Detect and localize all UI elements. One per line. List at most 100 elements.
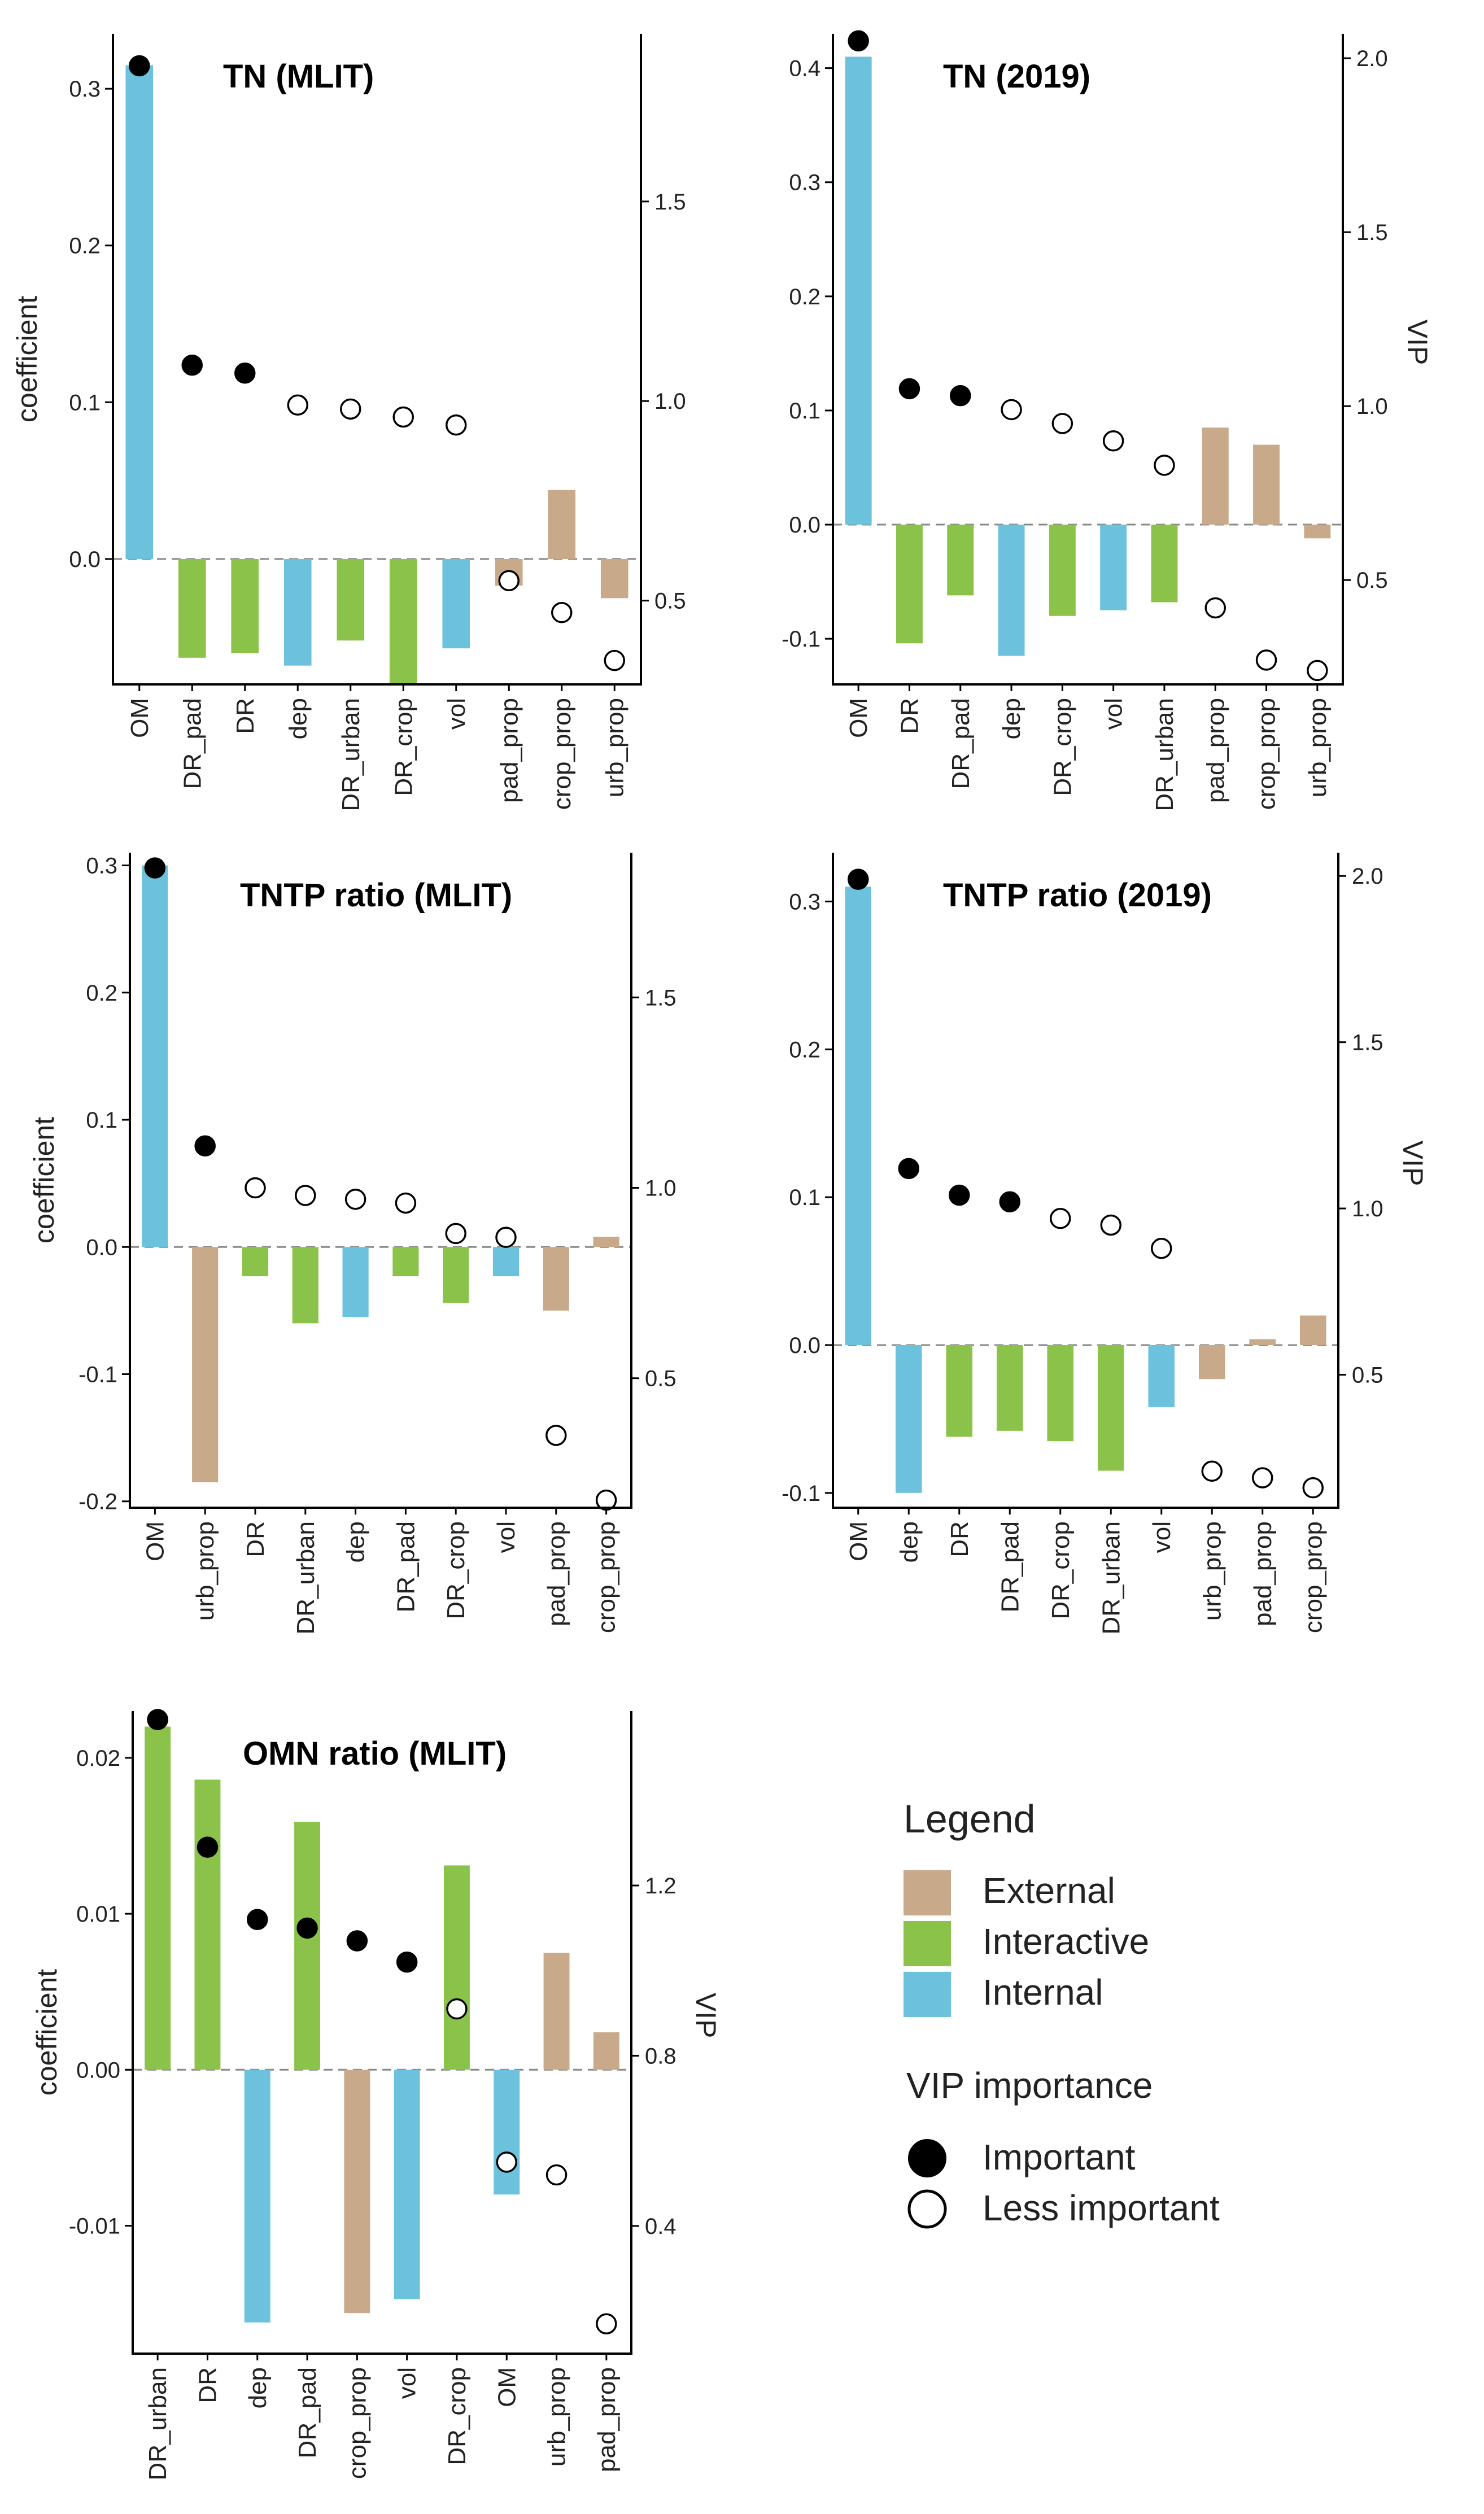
x-tick-label-DR_pad: DR_pad (294, 2367, 321, 2458)
y-tick-label: -0.1 (782, 627, 820, 652)
vip-marker-pad_prop (1252, 1467, 1273, 1489)
vip-marker-DR (197, 1836, 219, 1858)
vip-marker-dep (287, 394, 308, 416)
y-tick-label: 0.4 (789, 56, 820, 81)
vip-marker-dep (247, 1909, 268, 1931)
y-tick-label: 0.2 (69, 234, 101, 259)
legend-swatch-internal (904, 1972, 951, 2017)
y2-tick-label: 1.5 (645, 985, 676, 1010)
bar-DR (896, 525, 923, 644)
vip-marker-DR (949, 1184, 970, 1206)
bar-urb_prop (1304, 525, 1331, 539)
vip-marker-vol (446, 414, 467, 436)
x-tick-label-pad_prop: pad_prop (543, 1521, 570, 1626)
chart-title: OMN ratio (MLIT) (243, 1735, 507, 1772)
bar-vol (1100, 525, 1127, 610)
vip-marker-DR (245, 1177, 266, 1199)
x-tick-label-DR_pad: DR_pad (178, 698, 206, 789)
vip-legend-important-label: Important (983, 2137, 1136, 2177)
legend-label-interactive: Interactive (983, 1921, 1149, 1962)
x-tick-label-crop_prop: crop_prop (548, 698, 576, 810)
x-tick-label-urb_prop: urb_prop (191, 1521, 219, 1621)
vip-marker-DR_urban (1154, 455, 1175, 476)
legend-swatch-external (904, 1870, 951, 1915)
vip-marker-urb_prop (604, 649, 625, 671)
y-tick-label: 0.0 (86, 1235, 117, 1260)
bar-DR (231, 558, 259, 653)
bar-DR_crop (389, 558, 417, 684)
x-tick-label-dep: dep (895, 1521, 923, 1562)
bar-DR_pad (947, 525, 974, 596)
y2-tick-label: 0.5 (1356, 568, 1388, 593)
vip-marker-DR_pad (395, 1192, 417, 1214)
vip-marker-pad_prop (596, 2313, 617, 2334)
vip-marker-DR (898, 378, 920, 400)
chart-panel-5: -0.01 0.00 0.01 0.02 0.4 0.8 1.2 DR_urban DR dep D… (31, 1709, 722, 2481)
chart-title: TNTP ratio (MLIT) (240, 877, 512, 914)
x-tick-label-vol: vol (394, 2367, 421, 2399)
bar-OM (494, 2070, 520, 2195)
x-tick-label-vol: vol (443, 698, 470, 730)
bar-OM (142, 865, 168, 1247)
y2-tick-label: 0.8 (645, 2044, 676, 2068)
bar-DR_urban (337, 558, 365, 641)
y-tick-label: 0.3 (86, 854, 117, 879)
x-tick-label-urb_prop: urb_prop (1198, 1521, 1226, 1621)
bar-DR_pad (294, 1822, 321, 2070)
vip-marker-dep (898, 1158, 919, 1180)
bar-urb_prop (543, 1953, 570, 2070)
bar-dep (342, 1247, 369, 1317)
vip-marker-DR_pad (999, 1191, 1020, 1213)
x-tick-label-vol: vol (1100, 698, 1128, 730)
x-tick-label-dep: dep (342, 1521, 370, 1562)
x-tick-label-vol: vol (492, 1521, 520, 1553)
y-tick-label: 0.1 (69, 390, 101, 415)
bar-pad_prop (1249, 1339, 1276, 1345)
y-tick-label: -0.2 (78, 1490, 117, 1514)
x-tick-label-DR: DR (946, 1521, 974, 1557)
vip-marker-DR_pad (181, 354, 203, 376)
bar-DR_pad (178, 558, 206, 658)
y2-axis-label: VIP (1397, 1141, 1429, 1186)
bar-DR_urban (145, 1726, 171, 2070)
y2-tick-label: 0.4 (645, 2214, 676, 2239)
y2-tick-label: 1.5 (1352, 1031, 1383, 1055)
x-tick-label-urb_prop: urb_prop (1304, 698, 1332, 797)
vip-marker-DR_crop (446, 1998, 468, 2020)
y-tick-label: 0.2 (86, 981, 117, 1006)
x-tick-label-DR_urban: DR_urban (144, 2367, 172, 2481)
vip-marker-vol (1151, 1237, 1172, 1259)
x-tick-label-crop_prop: crop_prop (343, 2367, 371, 2479)
bar-DR (194, 1779, 221, 2070)
bar-DR_crop (443, 1247, 469, 1303)
x-tick-label-DR: DR (194, 2367, 221, 2403)
y-tick-label: 0.2 (789, 1037, 820, 1062)
vip-marker-vol (396, 1951, 418, 1973)
chart-panel-1: 0.0 0.1 0.2 0.3 0.5 1.0 1.5 OM DR_pad DR dep DR_urb… (11, 34, 686, 811)
x-tick-label-urb_prop: urb_prop (601, 698, 628, 797)
x-tick-label-pad_prop: pad_prop (495, 698, 523, 803)
vip-marker-dep (1001, 399, 1022, 421)
bar-pad_prop (1202, 427, 1229, 525)
x-tick-label-dep: dep (998, 698, 1025, 739)
y2-tick-label: 2.0 (1352, 864, 1383, 889)
chart-panel-3: -0.2 -0.1 0.0 0.1 0.2 0.3 0.5 1.0 1.5 OM urb_prop D… (28, 853, 676, 1635)
vip-marker-OM (496, 2151, 517, 2173)
bar-pad_prop (543, 1247, 569, 1311)
vip-marker-DR_crop (1050, 1207, 1071, 1229)
y2-tick-label: 1.0 (645, 1176, 676, 1201)
y-tick-label: 0.3 (69, 77, 101, 102)
vip-marker-DR_crop (1051, 413, 1073, 434)
vip-marker-DR_pad (950, 385, 971, 407)
bar-crop_prop (1299, 1315, 1326, 1345)
y2-tick-label: 0.5 (645, 1367, 676, 1391)
x-tick-label-pad_prop: pad_prop (1202, 698, 1229, 803)
bar-DR_crop (1047, 1345, 1074, 1442)
vip-marker-vol (495, 1227, 517, 1248)
y-tick-label: 0.01 (76, 1902, 120, 1927)
bar-crop_prop (593, 1237, 619, 1247)
vip-marker-crop_prop (551, 602, 573, 623)
y2-tick-label: 0.5 (654, 589, 686, 614)
y-tick-label: -0.1 (782, 1481, 820, 1506)
chart-title: TN (MLIT) (223, 58, 374, 95)
